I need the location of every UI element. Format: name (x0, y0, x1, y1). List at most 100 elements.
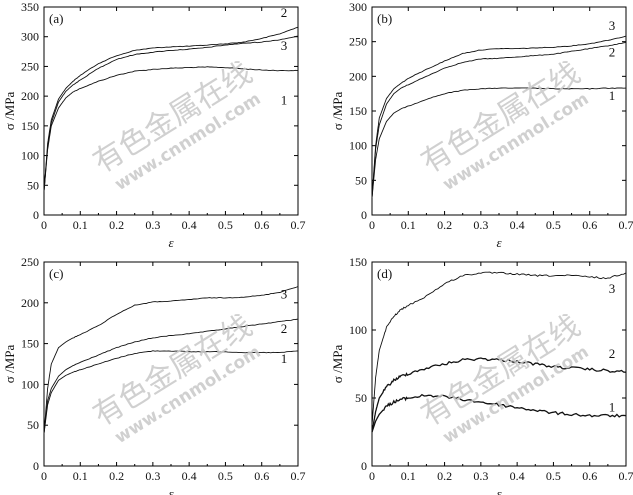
x-tick-label: 0.7 (619, 469, 633, 483)
x-tick-label: 0.2 (437, 469, 452, 483)
series-label-2: 2 (281, 5, 288, 20)
y-tick-label: 0 (361, 208, 367, 222)
x-tick-label: 0.5 (546, 469, 561, 483)
series-label-1: 1 (609, 400, 616, 415)
series-label-2: 2 (281, 321, 288, 336)
y-tick-label: 250 (21, 59, 39, 73)
y-tick-label: 300 (349, 0, 367, 14)
series-label-3: 3 (609, 18, 616, 33)
y-tick-label: 150 (21, 119, 39, 133)
series-label-2: 2 (609, 346, 616, 361)
x-tick-label: 0.1 (73, 218, 88, 232)
y-tick-label: 0 (33, 208, 39, 222)
x-tick-label: 0.5 (546, 218, 561, 232)
x-tick-label: 0.7 (291, 469, 306, 483)
series-line-2 (371, 357, 627, 433)
x-tick-label: 0.5 (218, 218, 233, 232)
y-tick-label: 150 (349, 104, 367, 118)
y-axis-label: σ /MPa (330, 92, 345, 131)
panel-c: 0 0.1 0.2 0.3 0.4 0.5 0.6 0.7 0 50 100 150 200 250 ε σ … (2, 255, 306, 495)
x-tick-label: 0.6 (254, 218, 269, 232)
x-axis-label: ε (168, 235, 174, 250)
x-tick-label: 0 (369, 469, 375, 483)
series-label-3: 3 (609, 281, 616, 296)
x-tick-label: 0.2 (109, 469, 124, 483)
x-tick-label: 0 (41, 469, 47, 483)
x-tick-label: 0.5 (218, 469, 233, 483)
y-tick-label: 250 (21, 255, 39, 269)
series-line-2 (43, 318, 299, 434)
y-tick-label: 100 (21, 377, 39, 391)
x-tick-label: 0 (41, 218, 47, 232)
y-tick-label: 200 (21, 89, 39, 103)
y-tick-label: 100 (349, 139, 367, 153)
y-tick-label: 50 (355, 391, 367, 405)
x-tick-label: 0.2 (109, 218, 124, 232)
y-tick-label: 50 (27, 418, 39, 432)
y-tick-label: 300 (21, 30, 39, 44)
y-tick-label: 100 (21, 149, 39, 163)
y-axis-label: σ /MPa (330, 345, 345, 384)
series-label-2: 2 (609, 44, 616, 59)
y-tick-label: 0 (361, 459, 367, 473)
series-line-1 (43, 350, 299, 434)
panel-a: 0 0.1 0.2 0.3 0.4 0.5 0.6 0.7 0 50 100 150 200 250 300… (2, 0, 306, 250)
x-tick-label: 0.4 (510, 218, 525, 232)
y-tick-label: 250 (349, 35, 367, 49)
series-line-2 (371, 41, 627, 198)
x-tick-label: 0.7 (291, 218, 306, 232)
x-axis-label: ε (168, 486, 174, 495)
y-tick-label: 0 (33, 459, 39, 473)
x-tick-label: 0.3 (145, 469, 160, 483)
series-line-1 (43, 66, 299, 192)
x-tick-label: 0.1 (401, 469, 416, 483)
series-line-3 (371, 35, 627, 198)
panel-label: (b) (377, 11, 392, 26)
x-tick-label: 0.6 (254, 469, 269, 483)
x-tick-label: 0.7 (619, 218, 633, 232)
y-tick-label: 100 (349, 323, 367, 337)
y-tick-label: 50 (355, 173, 367, 187)
series-label-1: 1 (281, 351, 288, 366)
panel-b: 0 0.1 0.2 0.3 0.4 0.5 0.6 0.7 0 50 100 150 200 250 300… (330, 0, 633, 250)
x-tick-label: 0.3 (473, 218, 488, 232)
series-line-1 (371, 393, 627, 433)
panel-d: 0 0.1 0.2 0.3 0.4 0.5 0.6 0.7 0 50 100 150 ε σ /MPa (d… (330, 255, 633, 495)
series-label-3: 3 (281, 38, 288, 53)
y-axis-label: σ /MPa (2, 345, 17, 384)
series-label-1: 1 (609, 88, 616, 103)
x-tick-label: 0.3 (145, 218, 160, 232)
y-tick-label: 200 (21, 296, 39, 310)
y-tick-label: 150 (349, 255, 367, 269)
series-line-3 (371, 271, 627, 426)
series-label-3: 3 (281, 286, 288, 301)
y-tick-label: 200 (349, 69, 367, 83)
series-label-1: 1 (281, 93, 288, 108)
series-line-3 (43, 35, 299, 192)
x-tick-label: 0.4 (510, 469, 525, 483)
panel-label: (d) (377, 266, 392, 281)
x-tick-label: 0.4 (182, 218, 197, 232)
y-tick-label: 150 (21, 337, 39, 351)
panel-label: (a) (49, 11, 63, 26)
series-line-2 (43, 26, 299, 192)
x-axis-label: ε (496, 235, 502, 250)
x-tick-label: 0.3 (473, 469, 488, 483)
series-line-1 (371, 87, 627, 198)
x-tick-label: 0.6 (582, 469, 597, 483)
y-tick-label: 350 (21, 0, 39, 14)
series-line-3 (43, 286, 299, 434)
y-axis-label: σ /MPa (2, 92, 17, 131)
panel-label: (c) (49, 266, 63, 281)
x-tick-label: 0.2 (437, 218, 452, 232)
x-tick-label: 0.1 (73, 469, 88, 483)
x-axis-label: ε (496, 486, 502, 495)
x-tick-label: 0.4 (182, 469, 197, 483)
x-tick-label: 0 (369, 218, 375, 232)
x-tick-label: 0.6 (582, 218, 597, 232)
